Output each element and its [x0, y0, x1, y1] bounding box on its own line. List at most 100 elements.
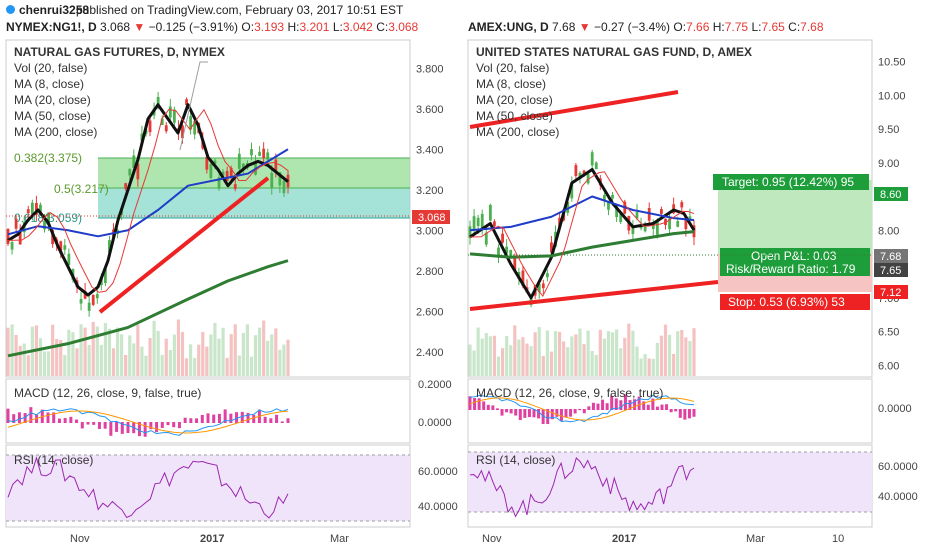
volume-bar	[140, 346, 144, 376]
macd-hist-bar	[223, 409, 227, 423]
macd-hist-bar	[280, 421, 284, 423]
left-macd-tick-top: 0.2000	[418, 379, 452, 391]
volume-bar	[651, 358, 655, 376]
macd-hist-bar	[473, 397, 477, 410]
signal-line	[7, 410, 289, 434]
candle-body	[43, 221, 46, 230]
macd-hist-bar	[63, 418, 67, 423]
ma-line	[7, 103, 289, 297]
macd-hist-bar	[269, 418, 273, 423]
price-tick-label: 2.800	[416, 266, 444, 278]
volume-bar	[115, 327, 120, 376]
volume-bar	[38, 338, 43, 376]
volume-bar	[509, 345, 513, 376]
volume-bar	[10, 324, 14, 376]
candle-body	[229, 167, 233, 177]
right-moving-averages	[469, 168, 696, 300]
macd-hist-bar	[633, 399, 637, 410]
volume-bar	[164, 338, 168, 376]
author-name[interactable]: chenrui3258	[6, 3, 89, 17]
candle-body	[545, 273, 549, 278]
volume-bar	[480, 338, 484, 376]
candle-body	[193, 121, 197, 135]
candle-body	[209, 164, 213, 178]
candle-body	[237, 153, 241, 169]
candle-body	[550, 242, 553, 253]
volume-bar	[160, 354, 164, 376]
right-ind-ma200: MA (200, close)	[476, 125, 559, 139]
volume-bar	[59, 340, 63, 376]
target-label: Target: 0.95 (12.42%) 95	[722, 175, 854, 189]
candle-body	[480, 213, 484, 230]
macd-hist-bar	[623, 394, 627, 410]
right-high-label: H:	[712, 20, 725, 34]
left-last: 3.068	[100, 20, 131, 34]
volume-bar	[688, 340, 692, 376]
volume-bar	[103, 323, 107, 376]
right-close: 7.68	[800, 20, 824, 34]
volume-bar	[541, 355, 545, 376]
macd-hist-bar	[57, 418, 61, 423]
candle-body	[505, 246, 509, 254]
volume-bar	[631, 330, 635, 376]
candle-body	[67, 253, 71, 265]
volume-bar	[647, 358, 651, 376]
candle-body	[95, 294, 99, 299]
candle-body	[631, 227, 635, 234]
macd-hist-bar	[646, 404, 650, 410]
right-xtick-nov: Nov	[482, 533, 502, 545]
candle-body	[164, 125, 168, 132]
candle-body	[10, 242, 14, 250]
candle-body	[26, 209, 30, 213]
candle-body	[611, 194, 614, 199]
ma-line	[469, 230, 695, 259]
left-macd-series	[6, 407, 290, 437]
macd-hist-bar	[246, 412, 250, 423]
target-zone	[718, 180, 872, 254]
volume-bar	[619, 348, 623, 376]
macd-hist-bar	[206, 413, 210, 423]
volume-bar	[529, 346, 533, 376]
volume-bar	[148, 338, 152, 376]
macd-hist-bar	[75, 419, 79, 423]
macd-hist-bar	[482, 401, 486, 410]
volume-bar	[99, 344, 103, 376]
volume-bar	[582, 344, 586, 376]
macd-hist-bar	[166, 422, 170, 426]
macd-hist-bar	[601, 399, 605, 410]
candle-body	[501, 233, 504, 243]
price-tick-label: 10.50	[878, 57, 906, 69]
macd-hist-bar	[582, 409, 586, 414]
price-tick-label: 3.000	[416, 225, 444, 237]
volume-bar	[201, 331, 205, 376]
volume-bar	[676, 331, 680, 376]
left-ind-ma50: MA (50, close)	[14, 109, 91, 123]
left-rsi-tick-40: 40.0000	[418, 501, 458, 513]
left-trendline[interactable]	[98, 176, 270, 314]
volume-bar	[136, 324, 140, 376]
left-xtick-nov: Nov	[70, 533, 90, 545]
right-channel-upper[interactable]	[469, 90, 679, 129]
left-volume-bars	[6, 319, 290, 376]
right-ind-ma8: MA (8, close)	[476, 77, 546, 91]
badge-stop-text: 7.12	[880, 287, 901, 299]
macd-hist-bar	[628, 400, 632, 410]
macd-hist-bar	[569, 409, 573, 417]
volume-bar	[667, 334, 672, 376]
price-tick-label: 3.200	[416, 185, 444, 197]
candle-body	[136, 163, 140, 180]
macd-hist-bar	[17, 412, 21, 423]
macd-hist-bar	[149, 422, 153, 430]
volume-bar	[245, 324, 250, 376]
left-open: 3.193	[254, 20, 285, 34]
candle-body	[619, 214, 623, 223]
candle-body	[47, 212, 50, 226]
candle-body	[63, 245, 67, 250]
candle-body	[213, 160, 217, 164]
volume-bar	[55, 338, 59, 376]
macd-hist-bar	[692, 409, 696, 417]
macd-hist-bar	[637, 396, 641, 410]
right-channel-lower[interactable]	[469, 280, 719, 311]
macd-hist-bar	[12, 414, 16, 423]
